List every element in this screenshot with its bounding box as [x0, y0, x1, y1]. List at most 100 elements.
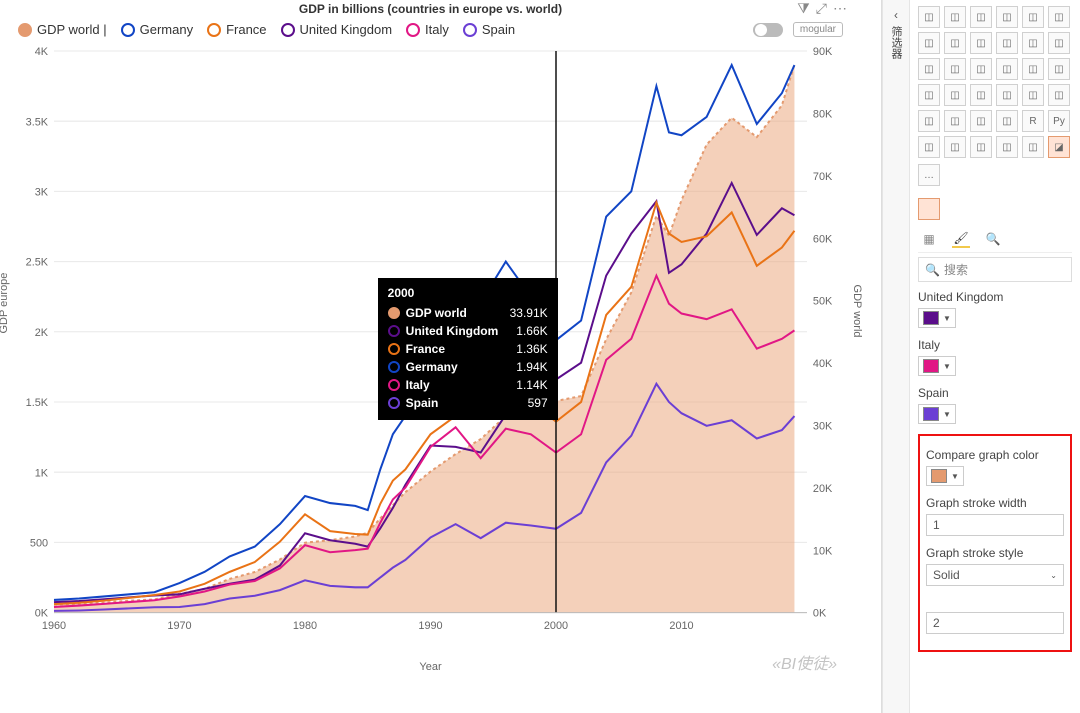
focus-icon[interactable]: ⤢	[816, 0, 827, 17]
legend-dot	[406, 23, 420, 37]
side-panels: ‹ 筛选器 ◫◫◫◫◫◫◫◫◫◫◫◫◫◫◫◫◫◫◫◫◫◫◫◫◫◫◫◫RPy◫◫◫…	[882, 0, 1080, 713]
visual-header-toolbar: ⧩ ⤢ ⋯	[797, 0, 847, 17]
chart-body: GDP europe GDP world Year 0K5001K1.5K2K2…	[10, 43, 851, 673]
legend-item[interactable]: Spain	[463, 22, 515, 37]
tooltip-row: Italy1.14K	[388, 376, 548, 394]
stacked-bar-icon[interactable]: ◫	[918, 6, 940, 28]
svg-text:0K: 0K	[35, 608, 49, 620]
line-clustered-column-icon[interactable]: ◫	[1022, 32, 1044, 54]
line-icon[interactable]: ◫	[918, 32, 940, 54]
donut-icon[interactable]: ◫	[1022, 58, 1044, 80]
legend-label: France	[226, 22, 266, 37]
extra-input[interactable]	[926, 612, 1064, 634]
series-color-section: Spain▼	[918, 386, 1072, 424]
stacked-bar-100-icon[interactable]: ◫	[970, 6, 992, 28]
matrix-icon[interactable]: ◫	[996, 110, 1018, 132]
key-influencers-icon[interactable]: ◫	[918, 136, 940, 158]
legend-label: United Kingdom	[300, 22, 393, 37]
chart-card[interactable]: GDP in billions (countries in europe vs.…	[10, 0, 851, 700]
filters-pane-label: 筛选器	[888, 26, 904, 59]
area-icon[interactable]: ◫	[944, 32, 966, 54]
card-icon[interactable]: ◫	[1022, 84, 1044, 106]
slicer-icon[interactable]: ◫	[944, 110, 966, 132]
legend-label: GDP world |	[37, 22, 107, 37]
svg-text:2010: 2010	[669, 620, 693, 632]
plot-area[interactable]: 0K5001K1.5K2K2.5K3K3.5K4K0K10K20K30K40K5…	[54, 51, 807, 633]
series-color-picker[interactable]: ▼	[918, 308, 956, 328]
r-visual-icon[interactable]: R	[1022, 110, 1044, 132]
stacked-area-icon[interactable]: ◫	[970, 32, 992, 54]
filter-icon[interactable]: ⧩	[797, 0, 810, 17]
tooltip-label: Spain	[406, 396, 439, 410]
legend: GDP world | Germany France United Kingdom It…	[18, 22, 515, 37]
series-color-section: United Kingdom▼	[918, 290, 1072, 328]
compare-toggle[interactable]	[753, 23, 783, 37]
legend-item[interactable]: Germany	[121, 22, 193, 37]
svg-text:0K: 0K	[813, 608, 827, 620]
analytics-tab[interactable]: 🔍	[984, 230, 1002, 248]
clustered-column-icon[interactable]: ◫	[1022, 6, 1044, 28]
fields-tab[interactable]: ▦	[920, 230, 938, 248]
search-placeholder: 搜索	[944, 261, 968, 278]
custom-visual-icon[interactable]: ◪	[1048, 136, 1070, 158]
svg-text:2000: 2000	[544, 620, 568, 632]
scatter-icon[interactable]: ◫	[970, 58, 992, 80]
legend-item[interactable]: France	[207, 22, 266, 37]
gauge-icon[interactable]: ◫	[996, 84, 1018, 106]
series-color-picker[interactable]: ▼	[918, 356, 956, 376]
report-canvas[interactable]: GDP in billions (countries in europe vs.…	[0, 0, 882, 713]
legend-dot	[281, 23, 295, 37]
visualizations-pane: ◫◫◫◫◫◫◫◫◫◫◫◫◫◫◫◫◫◫◫◫◫◫◫◫◫◫◫◫RPy◫◫◫◫◫◪ … …	[910, 0, 1080, 713]
tooltip: 2000 GDP world33.91KUnited Kingdom1.66KF…	[378, 278, 558, 420]
legend-item[interactable]: Italy	[406, 22, 449, 37]
qna-icon[interactable]: ◫	[970, 136, 992, 158]
viz-more-icon[interactable]: …	[918, 164, 940, 186]
waterfall-icon[interactable]: ◫	[918, 58, 940, 80]
chevron-left-icon[interactable]: ‹	[894, 8, 898, 22]
clustered-bar-icon[interactable]: ◫	[944, 6, 966, 28]
series-color-picker[interactable]: ▼	[918, 404, 956, 424]
compare-color-picker[interactable]: ▼	[926, 466, 964, 486]
stroke-width-input[interactable]	[926, 514, 1064, 536]
power-apps-icon[interactable]: ◫	[1022, 136, 1044, 158]
py-visual-icon[interactable]: Py	[1048, 110, 1070, 132]
tooltip-title: 2000	[388, 286, 548, 300]
treemap-icon[interactable]: ◫	[1048, 58, 1070, 80]
selected-visual-thumb[interactable]	[918, 198, 940, 220]
stacked-column-icon[interactable]: ◫	[996, 6, 1018, 28]
svg-text:90K: 90K	[813, 46, 833, 58]
multi-row-card-icon[interactable]: ◫	[1048, 84, 1070, 106]
ribbon-icon[interactable]: ◫	[1048, 32, 1070, 54]
line-stacked-column-icon[interactable]: ◫	[996, 32, 1018, 54]
filters-pane-collapsed[interactable]: ‹ 筛选器	[882, 0, 910, 713]
table-icon[interactable]: ◫	[970, 110, 992, 132]
format-search[interactable]: 🔍 搜索	[918, 257, 1072, 282]
tooltip-dot	[388, 361, 400, 373]
decomposition-tree-icon[interactable]: ◫	[944, 136, 966, 158]
funnel-icon[interactable]: ◫	[944, 58, 966, 80]
svg-text:4K: 4K	[35, 46, 49, 58]
legend-dot	[18, 23, 32, 37]
stroke-style-select[interactable]: Solid⌄	[926, 564, 1064, 586]
tooltip-row: GDP world33.91K	[388, 304, 548, 322]
arc-icon[interactable]: ◫	[970, 84, 992, 106]
tooltip-value: 1.36K	[516, 342, 547, 356]
svg-text:40K: 40K	[813, 358, 833, 370]
svg-text:1K: 1K	[35, 467, 49, 479]
legend-item[interactable]: GDP world |	[18, 22, 107, 37]
y-axis-right-label: GDP world	[851, 285, 863, 338]
svg-text:3.5K: 3.5K	[26, 116, 49, 128]
format-tab[interactable]: 🖌	[952, 230, 970, 248]
svg-text:30K: 30K	[813, 420, 833, 432]
svg-text:10K: 10K	[813, 545, 833, 557]
pie-icon[interactable]: ◫	[996, 58, 1018, 80]
paginated-icon[interactable]: ◫	[996, 136, 1018, 158]
tooltip-dot	[388, 397, 400, 409]
kpi-icon[interactable]: ◫	[918, 110, 940, 132]
map-icon[interactable]: ◫	[918, 84, 940, 106]
legend-item[interactable]: United Kingdom	[281, 22, 393, 37]
viz-type-grid: ◫◫◫◫◫◫◫◫◫◫◫◫◫◫◫◫◫◫◫◫◫◫◫◫◫◫◫◫RPy◫◫◫◫◫◪	[918, 6, 1072, 158]
more-icon[interactable]: ⋯	[833, 0, 847, 17]
filled-map-icon[interactable]: ◫	[944, 84, 966, 106]
stacked-column-100-icon[interactable]: ◫	[1048, 6, 1070, 28]
